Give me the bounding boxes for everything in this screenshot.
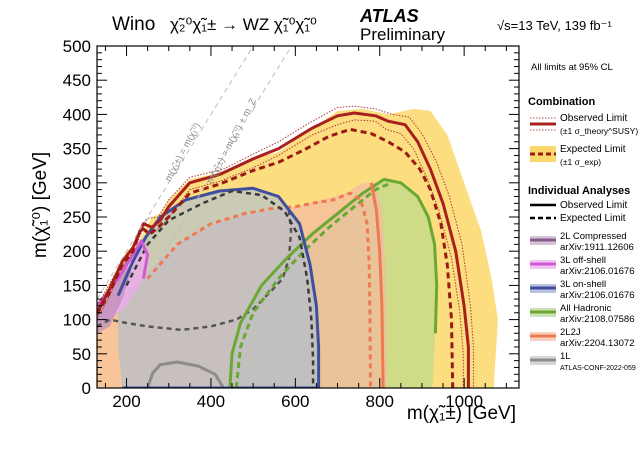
header-model: Wino bbox=[112, 14, 155, 35]
y-tick-label: 0 bbox=[82, 379, 91, 398]
legend-combination-expected: Expected Limit bbox=[560, 144, 626, 155]
legend-analysis-ref: arXiv:2106.01676 bbox=[560, 290, 634, 301]
legend-combination-observed: Observed Limit bbox=[560, 113, 627, 124]
x-tick-label: 800 bbox=[366, 392, 394, 411]
legend-analysis-name: 1L bbox=[560, 351, 571, 362]
legend-ind-expected: Expected Limit bbox=[560, 213, 626, 224]
legend-analysis-name: 3L off-shell bbox=[560, 255, 606, 266]
x-axis-label: m(χ̃₁±) [GeV] bbox=[407, 403, 516, 424]
y-tick-label: 250 bbox=[63, 208, 91, 227]
header-energy: √s=13 TeV, 139 fb⁻¹ bbox=[497, 18, 613, 33]
cl-note: All limits at 95% CL bbox=[531, 62, 613, 73]
kinematic-diagonals bbox=[97, 46, 293, 300]
y-tick-label: 200 bbox=[63, 242, 91, 261]
y-tick-label: 100 bbox=[63, 311, 91, 330]
header-status: Preliminary bbox=[360, 25, 446, 44]
3l-onshell-observed-limit bbox=[116, 186, 321, 388]
header-process: χ̃₂⁰χ̃₁± → WZ χ̃₁⁰χ̃₁⁰ bbox=[170, 15, 317, 34]
y-tick-label: 350 bbox=[63, 140, 91, 159]
2l-compressed-region bbox=[97, 261, 131, 334]
3l-onshell-expected-limit bbox=[125, 189, 315, 388]
diagonal-mz bbox=[134, 46, 293, 300]
legend-combination-expected-sub: (±1 σ_exp) bbox=[560, 157, 601, 167]
legend-analysis-name: 2L2J bbox=[560, 327, 581, 338]
legend-combination-observed-sub: (±1 σ_theory^SUSY) bbox=[560, 126, 638, 136]
y-tick-label: 400 bbox=[63, 105, 91, 124]
x-tick-label: 200 bbox=[112, 392, 140, 411]
combination-observed-limit bbox=[97, 111, 470, 388]
diagonal-label-equal: m(χ̃₁±) = m(χ̃₁⁰) bbox=[163, 121, 203, 183]
legend-combination-title: Combination bbox=[528, 96, 595, 108]
legend-analysis-ref: ATLAS-CONF-2022-059 bbox=[560, 365, 636, 372]
x-tick-label: 400 bbox=[197, 392, 225, 411]
legend: All limits at 95% CL Combination Observe… bbox=[528, 62, 638, 372]
analysis-regions bbox=[97, 108, 498, 388]
2l2j-observed-limit bbox=[369, 182, 385, 388]
legend-analysis-ref: arXiv:2204.13072 bbox=[560, 338, 634, 349]
legend-analysis-ref: arXiv:2108.07586 bbox=[560, 314, 634, 325]
y-tick-label: 150 bbox=[63, 276, 91, 295]
2l2j-expected-limit bbox=[146, 191, 372, 388]
y-tick-label: 50 bbox=[72, 345, 91, 364]
y-tick-label: 500 bbox=[63, 37, 91, 56]
all-hadronic-expected-limit bbox=[234, 182, 389, 388]
axis-ticks: 200 400 600 800 1000 0 50 100 150 200 250 300 350 400… bbox=[63, 37, 519, 411]
legend-analysis-ref: arXiv:2106.01676 bbox=[560, 266, 634, 277]
y-tick-label: 300 bbox=[63, 174, 91, 193]
legend-individual-title: Individual Analyses bbox=[528, 185, 630, 197]
limit-lines bbox=[97, 105, 474, 388]
diagonal-equal-mass bbox=[97, 46, 254, 300]
x-tick-label: 600 bbox=[281, 392, 309, 411]
legend-analysis-name: 3L on-shell bbox=[560, 279, 606, 290]
legend-analysis-name: All Hadronic bbox=[560, 303, 611, 314]
legend-ind-observed: Observed Limit bbox=[560, 200, 627, 211]
y-axis-label: m(χ̃₁⁰) [GeV] bbox=[30, 152, 51, 258]
x-tick-label: 1000 bbox=[445, 392, 483, 411]
combination-observed-up bbox=[97, 105, 474, 388]
combination-observed-down bbox=[97, 119, 464, 388]
legend-combination-observed-swatch bbox=[530, 117, 556, 131]
legend-analysis-name: 2L Compressed bbox=[560, 231, 627, 242]
combination-expected-limit bbox=[97, 127, 455, 388]
legend-analysis-ref: arXiv:1911.12606 bbox=[560, 242, 634, 253]
1l-observed-limit bbox=[146, 360, 225, 388]
y-tick-label: 450 bbox=[63, 71, 91, 90]
3l-onshell-region bbox=[118, 188, 319, 388]
legend-combination-expected-swatch bbox=[530, 146, 556, 162]
all-hadronic-observed-limit bbox=[228, 177, 439, 388]
header-experiment: ATLAS bbox=[359, 6, 419, 26]
